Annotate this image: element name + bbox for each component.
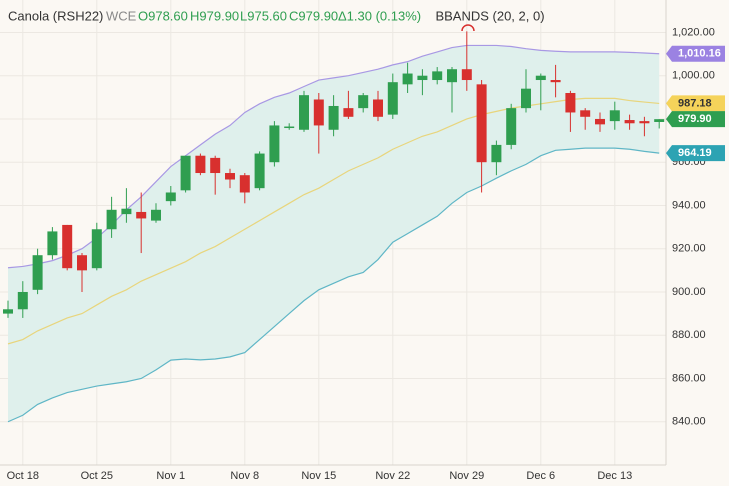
- candle-body: [550, 80, 561, 83]
- band-fill: [8, 45, 660, 422]
- candle-body: [639, 121, 650, 124]
- candle-body: [521, 88, 531, 109]
- candle-body: [535, 75, 546, 81]
- candle-body: [210, 157, 221, 174]
- y-tick-label: 860.00: [672, 372, 706, 384]
- candle-body: [195, 155, 206, 174]
- low: L975.60: [240, 8, 287, 23]
- candle-body: [62, 224, 73, 269]
- candle-body: [580, 110, 591, 117]
- last-price-tag: 979.90: [678, 113, 712, 125]
- band-line: [7, 147, 660, 423]
- candle-body: [624, 120, 635, 124]
- candle-body: [299, 95, 309, 130]
- candle-body: [121, 208, 132, 215]
- candle-body: [91, 229, 102, 269]
- candle-body: [151, 209, 161, 221]
- x-tick-label: Nov 8: [230, 470, 259, 482]
- candle-body: [17, 291, 28, 310]
- band-line: [7, 97, 660, 345]
- last-price-tag-bg: [666, 111, 725, 128]
- band-price-tag-bg: [666, 145, 725, 162]
- candle-body: [284, 126, 295, 129]
- candle-body: [239, 175, 250, 193]
- x-tick-label: Nov 1: [156, 470, 185, 482]
- y-tick-label: 840.00: [672, 416, 706, 428]
- candle-body: [654, 119, 665, 122]
- candle-body: [254, 153, 265, 189]
- candle-body: [106, 209, 117, 230]
- candle-body: [3, 309, 13, 314]
- indicator-label: BBANDS (20, 2, 0): [435, 8, 544, 23]
- y-tick-label: 1,000.00: [672, 70, 715, 82]
- candle-body: [32, 255, 43, 290]
- x-tick-label: Dec 6: [526, 470, 555, 482]
- candle-body: [313, 99, 324, 126]
- y-tick-label: 1,020.00: [672, 26, 715, 38]
- candle-body: [180, 155, 191, 191]
- candle-body: [387, 82, 398, 115]
- candle-body: [506, 108, 517, 145]
- candle-body: [47, 231, 58, 256]
- candle-body: [225, 173, 235, 180]
- band-price-tag: 964.19: [678, 147, 712, 159]
- x-tick-label: Oct 25: [81, 470, 113, 482]
- open: O978.60: [138, 8, 188, 23]
- high: H979.90: [190, 8, 239, 23]
- y-tick-label: 900.00: [672, 286, 706, 298]
- candle-body: [77, 255, 87, 271]
- candle-body: [476, 84, 487, 163]
- candle-body: [165, 192, 176, 202]
- candle-body: [402, 73, 413, 85]
- candle-body: [328, 105, 339, 130]
- y-tick-label: 880.00: [672, 329, 706, 341]
- candle-body: [565, 93, 576, 113]
- candle-body: [447, 69, 457, 83]
- x-tick-label: Oct 18: [7, 470, 39, 482]
- high-marker: [461, 24, 475, 32]
- candle-body: [595, 118, 605, 125]
- x-tick-label: Nov 29: [449, 470, 484, 482]
- exchange: WCE: [106, 8, 137, 23]
- change: Δ1.30 (0.13%): [338, 8, 421, 23]
- candle-body: [432, 71, 443, 81]
- y-tick-label: 920.00: [672, 243, 706, 255]
- candle-body: [373, 99, 383, 117]
- band-price-tag-bg: [666, 45, 725, 62]
- candle-body: [358, 95, 369, 109]
- candle-body: [343, 108, 354, 117]
- x-tick-label: Nov 22: [375, 470, 410, 482]
- candle-body: [136, 211, 147, 219]
- band-price-tag: 987.18: [678, 97, 712, 109]
- band-price-tag: 1,010.16: [678, 48, 721, 60]
- x-tick-label: Dec 13: [597, 470, 632, 482]
- plot-area: [0, 0, 666, 465]
- candle-body: [269, 125, 280, 163]
- band-price-tag-bg: [666, 95, 725, 112]
- symbol: Canola (RSH22): [8, 8, 103, 23]
- candle-body: [417, 75, 428, 81]
- close: C979.90: [289, 8, 338, 23]
- y-tick-label: 940.00: [672, 199, 706, 211]
- candle-body: [461, 69, 472, 81]
- candle-body: [491, 144, 502, 163]
- candle-body: [609, 110, 620, 122]
- x-tick-label: Nov 15: [301, 470, 336, 482]
